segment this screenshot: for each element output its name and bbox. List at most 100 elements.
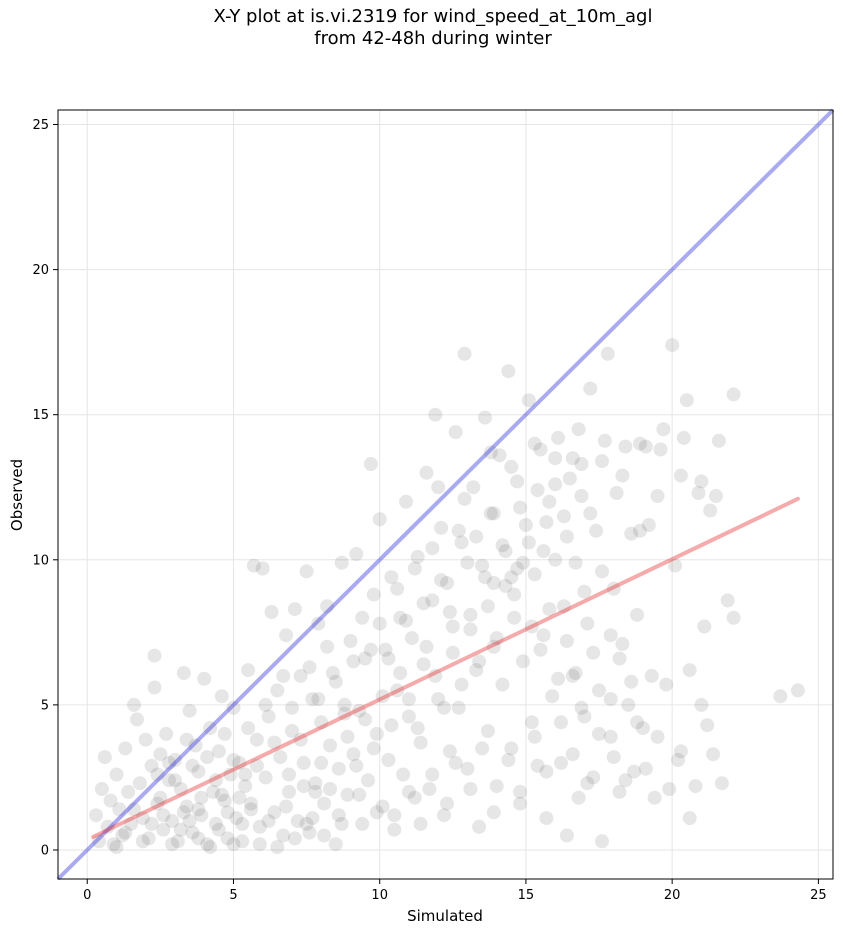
data-point — [191, 802, 206, 817]
data-point — [361, 773, 375, 788]
data-point — [244, 802, 258, 817]
data-point — [472, 819, 487, 834]
data-point — [416, 596, 431, 611]
data-point — [489, 631, 504, 646]
data-point — [287, 831, 302, 846]
data-point — [521, 535, 536, 550]
data-point — [331, 761, 346, 776]
data-point — [480, 724, 495, 738]
data-point — [463, 622, 478, 637]
y-tick-label: 10 — [32, 553, 49, 568]
data-point — [279, 628, 294, 643]
data-point — [270, 840, 285, 855]
data-point — [299, 564, 314, 579]
data-point — [556, 599, 571, 614]
x-tick-label: 25 — [810, 888, 827, 903]
data-point — [249, 732, 264, 747]
data-point — [115, 828, 130, 843]
data-point — [437, 700, 451, 715]
data-point — [91, 834, 106, 849]
data-point — [217, 793, 232, 808]
data-point — [673, 744, 688, 759]
data-point — [179, 799, 194, 814]
data-point — [185, 825, 200, 840]
data-point — [366, 741, 381, 756]
data-point — [478, 570, 492, 585]
data-point — [513, 500, 528, 515]
data-point — [118, 825, 133, 840]
data-point — [478, 410, 492, 425]
data-point — [697, 619, 712, 634]
data-point — [703, 503, 718, 518]
data-point — [527, 729, 542, 744]
data-point — [132, 776, 147, 791]
data-point — [615, 468, 630, 483]
data-point — [694, 474, 709, 489]
data-point — [328, 674, 343, 689]
data-point — [507, 587, 522, 602]
data-point — [469, 663, 484, 678]
data-point — [396, 767, 411, 782]
data-point — [325, 666, 340, 680]
data-point — [633, 436, 647, 451]
data-point — [475, 741, 490, 756]
data-point — [498, 578, 513, 593]
x-tick-label: 0 — [83, 888, 91, 903]
data-point — [282, 784, 296, 799]
data-point — [162, 773, 177, 788]
x-tick-label: 20 — [664, 888, 681, 903]
data-point — [390, 581, 405, 596]
data-point — [407, 790, 422, 805]
data-point — [431, 480, 446, 495]
data-point — [363, 457, 378, 471]
data-point — [454, 535, 469, 550]
data-point — [162, 755, 177, 770]
data-point — [527, 436, 542, 451]
data-point — [577, 584, 592, 599]
data-point — [595, 834, 609, 849]
data-point — [358, 651, 373, 666]
data-point — [720, 593, 735, 608]
data-point — [682, 663, 697, 678]
data-point — [539, 764, 554, 779]
data-point — [571, 790, 586, 805]
data-point — [223, 767, 238, 782]
data-point — [153, 790, 168, 805]
data-point — [211, 822, 226, 837]
data-point — [568, 666, 583, 680]
data-point — [504, 741, 519, 756]
data-point — [121, 784, 136, 799]
data-point — [440, 576, 454, 590]
data-point — [147, 680, 162, 695]
data-point — [305, 811, 320, 826]
plot-frame — [57, 109, 834, 880]
data-point — [153, 747, 168, 762]
y-tick-label: 20 — [32, 263, 49, 278]
data-point — [457, 491, 472, 506]
data-point — [700, 718, 715, 733]
data-point — [229, 811, 244, 826]
data-point — [346, 654, 361, 669]
data-point — [495, 677, 510, 692]
data-point — [252, 819, 267, 834]
data-point — [208, 816, 223, 831]
data-point — [220, 831, 235, 846]
data-point — [425, 593, 440, 608]
data-point — [437, 808, 451, 823]
data-point — [246, 558, 261, 573]
data-point — [311, 692, 326, 707]
data-point — [480, 599, 495, 614]
data-point — [445, 619, 460, 634]
data-point — [206, 784, 220, 799]
x-tick-label: 10 — [371, 888, 388, 903]
data-point — [559, 828, 574, 843]
data-point — [331, 808, 346, 823]
data-point — [595, 564, 609, 579]
data-point — [536, 544, 551, 559]
data-point — [393, 666, 408, 680]
data-point — [530, 483, 545, 498]
data-point — [232, 790, 247, 805]
data-point — [185, 758, 200, 773]
y-axis-label: Observed — [8, 459, 26, 531]
data-point — [554, 755, 568, 770]
